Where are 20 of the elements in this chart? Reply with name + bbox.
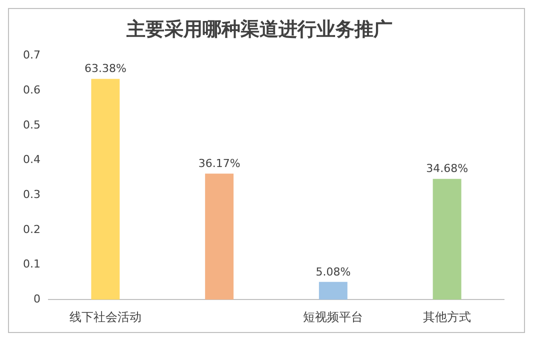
x-tick-label: 线下社会活动 [69,310,142,324]
chart-title: 主要采用哪种渠道进行业务推广 [126,18,392,40]
bar [432,178,462,300]
y-tick-label: 0.2 [22,222,40,236]
data-label: 36.17% [198,156,240,170]
bar [318,282,348,300]
x-tick-label: 短视频平台 [303,310,364,324]
data-label: 63.38% [84,62,126,76]
data-label: 34.68% [426,162,468,176]
y-tick-label: 0 [33,292,40,306]
y-tick-label: 0.7 [22,48,40,62]
bar [91,78,120,300]
y-tick-label: 0.6 [22,83,40,96]
y-tick-label: 0.4 [22,153,40,166]
data-label: 5.08% [316,265,351,278]
y-tick-label: 0.3 [22,188,40,201]
y-tick-label: 0.5 [22,118,40,132]
bar [205,174,234,300]
x-tick-label: 其他方式 [423,310,472,324]
y-tick-label: 0.1 [22,258,40,271]
